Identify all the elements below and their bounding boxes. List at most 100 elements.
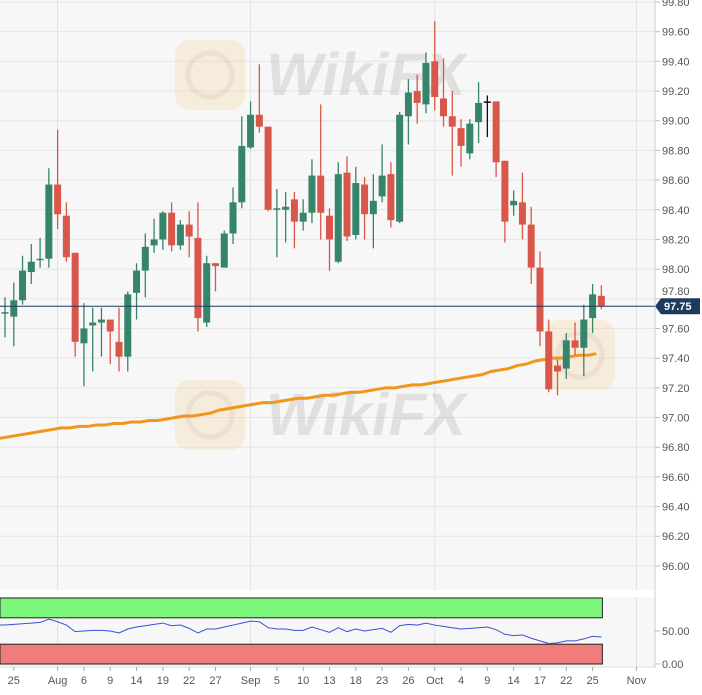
candle-body <box>457 128 465 146</box>
candle-body <box>80 328 88 344</box>
x-tick-label: 26 <box>402 675 414 687</box>
y-tick-label: 98.00 <box>662 264 690 276</box>
candle <box>308 159 316 224</box>
candle <box>19 255 27 305</box>
candle-body <box>422 62 430 105</box>
price-axis: 99.80 99.60 99.40 99.20 99.00 98.80 98.60 98.40… <box>654 0 690 668</box>
y-tick-label: 96.40 <box>662 502 690 514</box>
candle-body <box>361 184 369 215</box>
candle-body <box>264 126 272 210</box>
candle <box>431 21 439 111</box>
candle <box>396 111 404 224</box>
candle-body <box>369 200 377 215</box>
candle-body <box>203 263 211 323</box>
date-axis: 25 Aug 6 9 14 19 22 27 Sep 5 10 13 18 23 26 Oct 4 9 14 17 22… <box>8 667 647 687</box>
candle-body <box>510 200 518 206</box>
candle <box>238 116 246 209</box>
candle <box>36 237 44 268</box>
candle-body <box>448 116 456 127</box>
candle <box>483 95 491 138</box>
candle <box>176 220 184 250</box>
gridlines <box>0 0 655 667</box>
candle-body <box>133 270 141 293</box>
x-tick-label: Oct <box>426 675 443 687</box>
y-tick-label: 96.00 <box>662 561 690 573</box>
candle-body <box>527 224 535 268</box>
candle-body <box>97 319 105 323</box>
candle-body <box>378 175 386 197</box>
candle <box>510 190 518 216</box>
moving-average-line <box>0 352 597 440</box>
candle-body <box>194 237 202 319</box>
candle-body <box>273 208 281 210</box>
candle <box>133 263 141 320</box>
candle-body <box>71 252 79 342</box>
candle-body <box>19 270 27 301</box>
x-tick-label: 6 <box>81 675 87 687</box>
y-tick-label: 99.40 <box>662 56 690 68</box>
candle-body <box>168 212 176 246</box>
candle-body <box>247 114 255 148</box>
x-tick-label: 14 <box>508 675 520 687</box>
candle <box>404 79 412 145</box>
candle-body <box>466 123 474 154</box>
wikifx-watermark: WikiFX <box>175 380 472 450</box>
x-tick-label: 9 <box>107 675 113 687</box>
x-tick-label: Sep <box>241 675 261 687</box>
candle <box>457 119 465 167</box>
overbought-band <box>0 597 603 619</box>
candle <box>264 126 272 212</box>
candle-body <box>483 101 491 103</box>
candle <box>80 303 88 387</box>
y-tick-label: 98.60 <box>662 175 690 187</box>
candle <box>501 160 509 243</box>
candle <box>518 172 526 240</box>
candle-body <box>475 102 483 123</box>
candle <box>413 74 421 124</box>
candle-body <box>325 215 333 240</box>
candle <box>229 187 237 244</box>
x-tick-label: 10 <box>297 675 309 687</box>
candle <box>448 91 456 176</box>
wikifx-logo-icon <box>185 50 235 100</box>
candle <box>185 211 193 258</box>
candle <box>168 202 176 252</box>
candle <box>352 166 360 240</box>
candle-body <box>27 261 35 273</box>
y-tick-label: 98.80 <box>662 145 690 157</box>
candle-body <box>431 61 439 97</box>
candle <box>361 177 369 240</box>
candle-body <box>176 224 184 246</box>
osc-y-tick-label: 0.00 <box>662 659 683 671</box>
candle <box>422 52 430 114</box>
x-tick-label: 4 <box>458 675 464 687</box>
candle <box>10 282 18 347</box>
candle <box>273 188 281 258</box>
x-tick-label: 13 <box>323 675 335 687</box>
x-tick-label: Aug <box>48 675 68 687</box>
candle <box>203 255 211 327</box>
candle-body <box>501 160 509 222</box>
candle-body <box>141 246 149 271</box>
last-price-marker: 97.75 <box>0 298 700 315</box>
candle <box>554 359 562 396</box>
candle <box>159 211 167 250</box>
candle-body <box>36 258 44 261</box>
candle-body <box>124 294 132 357</box>
candle <box>115 307 123 372</box>
candle <box>89 307 97 372</box>
candle <box>334 162 342 264</box>
candle-body <box>308 175 316 213</box>
wikifx-logo-icon <box>555 330 605 380</box>
y-tick-label: 96.20 <box>662 531 690 543</box>
candle-body <box>54 184 62 215</box>
candle-body <box>238 145 246 203</box>
candle <box>343 156 351 241</box>
candle-body <box>545 331 553 390</box>
oscillator-panel: 50.00 0.00 <box>0 597 690 671</box>
candle <box>255 64 263 133</box>
candle <box>545 319 553 393</box>
candle-body <box>211 263 219 267</box>
candle-body <box>106 319 114 332</box>
candle-body <box>518 202 526 225</box>
